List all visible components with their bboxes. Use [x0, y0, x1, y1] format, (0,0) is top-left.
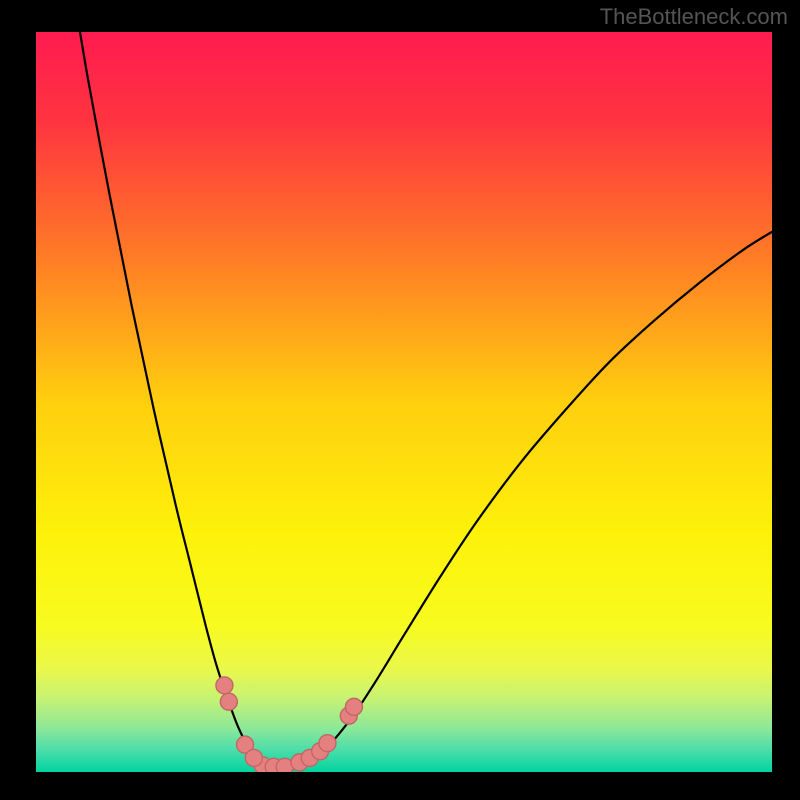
markers-left [216, 677, 262, 767]
chart-container: TheBottleneck.com [0, 0, 800, 800]
plot-area [36, 32, 772, 772]
marker-point [220, 693, 237, 710]
marker-point [216, 677, 233, 694]
right-curve [290, 232, 772, 767]
left-curve [73, 32, 283, 767]
markers-right [291, 698, 362, 771]
marker-point [345, 698, 362, 715]
marker-point [245, 749, 262, 766]
curves-svg [36, 32, 772, 772]
marker-point [319, 735, 336, 752]
watermark-text: TheBottleneck.com [600, 4, 788, 30]
